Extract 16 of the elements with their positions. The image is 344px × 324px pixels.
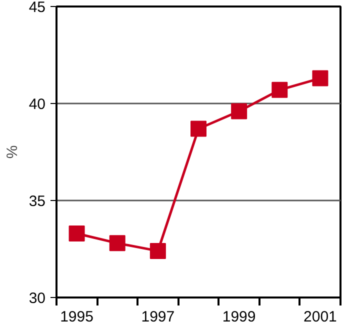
- x-tick-label: 2001: [304, 308, 337, 324]
- point: [190, 120, 206, 137]
- y-tick-label: 45: [28, 0, 46, 16]
- x-tick-label: 1999: [222, 308, 256, 324]
- point: [272, 82, 288, 98]
- y-tick-label: 35: [28, 193, 46, 210]
- point: [231, 103, 248, 120]
- y-axis-title: %: [4, 145, 21, 159]
- y-tick-label: 40: [28, 96, 46, 113]
- y-tick-label: 30: [28, 290, 46, 307]
- point: [312, 70, 328, 86]
- x-tick-label: 1997: [141, 308, 175, 324]
- point: [68, 225, 85, 242]
- point: [150, 242, 166, 259]
- x-tick-label: 1995: [60, 308, 94, 324]
- point: [109, 235, 126, 252]
